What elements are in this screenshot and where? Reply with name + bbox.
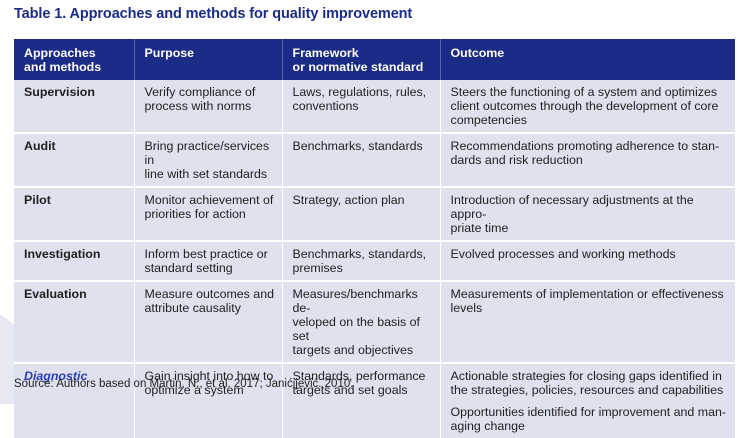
header-framework-line-1: Framework [292,46,359,60]
cell-line: standard setting [144,261,233,275]
cell-line: Introduction of necessary adjustments at… [450,193,694,221]
cell-line: Bring practice/services in [144,139,270,167]
purpose-cell: Verify compliance of process with norms [134,80,283,133]
cell-line: Measurements of implementation or effect… [450,287,724,301]
table-row: Investigation Inform best practice or st… [14,240,735,281]
outcome-paragraph-extra: Opportunities identified for improvement… [451,405,730,433]
framework-cell: Benchmarks, standards, premises [282,240,441,281]
cell-line: Benchmarks, standards [292,139,423,153]
table-title: Table 1. Approaches and methods for qual… [14,6,413,22]
purpose-cell: Measure outcomes and attribute causality [134,280,283,363]
table-row: Pilot Monitor achievement of priorities … [14,186,735,241]
approach-cell: Supervision [14,80,135,133]
cell-line: Gain insight into how to [144,369,274,383]
cell-line: Steers the functioning of a system and o… [450,85,718,99]
table-row: Diagnostic Gain insight into how to opti… [14,362,735,438]
approach-cell: Evaluation [14,280,135,363]
cell-line: premises [292,261,343,275]
cell-line: targets and objectives [292,343,414,357]
header-approaches-line-1: Approaches [24,46,96,60]
approach-cell-highlighted: Diagnostic [14,362,135,438]
outcome-cell: Introduction of necessary adjustments at… [440,186,735,241]
cell-line: veloped on the basis of set [292,315,420,343]
purpose-cell: Monitor achievement of priorities for ac… [134,186,283,241]
cell-line: Recommendations promoting adherence to s… [450,139,720,153]
outcome-paragraph: Actionable strategies for closing gaps i… [451,369,730,397]
cell-line: priate time [450,221,509,235]
cell-line: Actionable strategies for closing gaps i… [450,369,722,383]
table-row: Audit Bring practice/services in line wi… [14,132,735,187]
cell-line: targets and set goals [292,383,408,397]
cell-line: process with norms [144,99,252,113]
cell-line: Verify compliance of [144,85,256,99]
outcome-cell: Measurements of implementation or effect… [440,280,735,363]
header-approaches-line-2: and methods [24,60,102,74]
purpose-cell: Bring practice/services in line with set… [134,132,283,187]
cell-line: levels [450,301,483,315]
outcome-cell: Steers the functioning of a system and o… [440,80,735,133]
cell-line: Standards, performance [292,369,426,383]
header-purpose: Purpose [134,39,283,80]
cell-line: Strategy, action plan [292,193,405,207]
outcome-cell: Evolved processes and working methods [440,240,735,281]
outcome-cell: Recommendations promoting adherence to s… [440,132,735,187]
cell-line: Opportunities identified for improvement… [450,405,727,419]
cell-line: aging change [450,419,525,433]
cell-line: conventions [292,99,359,113]
cell-line: competencies [450,113,527,127]
cell-line: Monitor achievement of [144,193,274,207]
framework-cell: Standards, performance targets and set g… [282,362,441,438]
approach-cell: Audit [14,132,135,187]
table-row: Supervision Verify compliance of process… [14,80,735,133]
header-framework-line-2: or normative standard [292,60,424,74]
framework-cell: Strategy, action plan [282,186,441,241]
outcome-cell: Actionable strategies for closing gaps i… [440,362,735,438]
header-outcome: Outcome [440,39,735,80]
cell-line: Evolved processes and working methods [450,247,676,261]
header-row: Approaches and methods Purpose Framework… [14,39,735,80]
cell-line: client outcomes through the development … [450,99,719,113]
cell-line: Laws, regulations, rules, [292,85,427,99]
purpose-cell: Gain insight into how to optimize a syst… [134,362,283,438]
table-row: Evaluation Measure outcomes and attribut… [14,280,735,363]
cell-line: Measures/benchmarks de- [292,287,418,315]
quality-approaches-table: Approaches and methods Purpose Framework… [14,39,735,438]
framework-cell: Laws, regulations, rules, conventions [282,80,441,133]
purpose-cell: Inform best practice or standard setting [134,240,283,281]
source-note: Source: Authors based on Martin, N., et … [14,378,354,390]
cell-line: priorities for action [144,207,246,221]
cell-line: dards and risk reduction [450,153,583,167]
cell-line: Inform best practice or [144,247,268,261]
cell-line: Benchmarks, standards, [292,247,427,261]
cell-line: optimize a system [144,383,244,397]
framework-cell: Benchmarks, standards [282,132,441,187]
header-approaches: Approaches and methods [14,39,135,80]
approach-cell: Pilot [14,186,135,241]
cell-line: attribute causality [144,301,241,315]
cell-line: the strategies, policies, resources and … [450,383,724,397]
header-framework: Framework or normative standard [282,39,441,80]
cell-line: line with set standards [144,167,268,181]
framework-cell: Measures/benchmarks de- veloped on the b… [282,280,441,363]
cell-line: Measure outcomes and [144,287,275,301]
approach-cell: Investigation [14,240,135,281]
